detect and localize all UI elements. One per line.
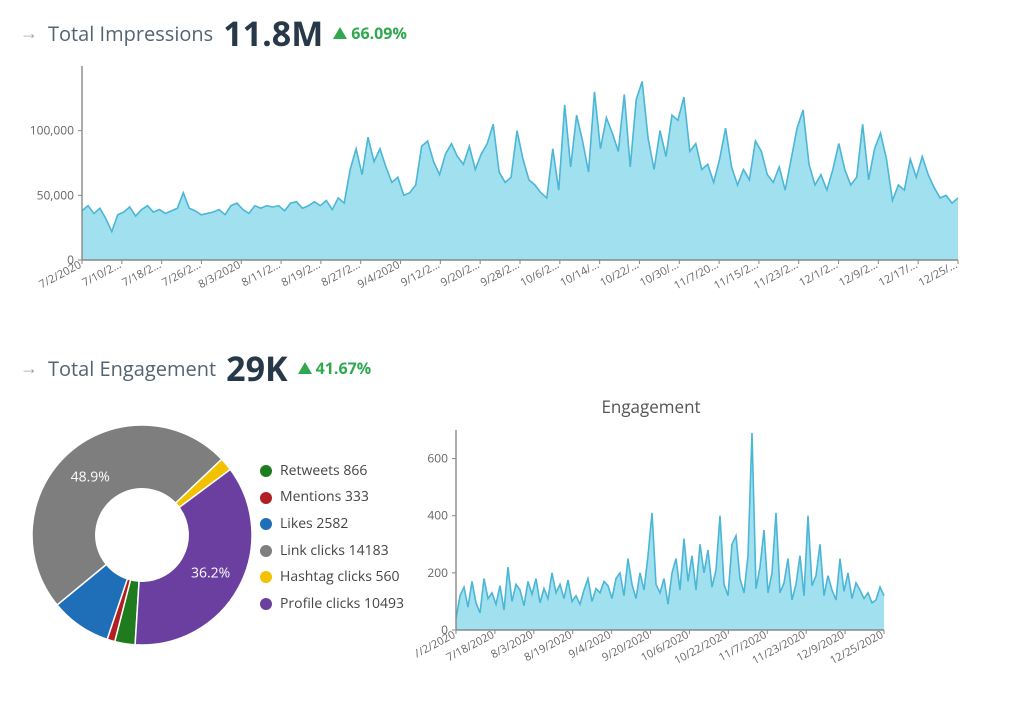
svg-text:400: 400	[427, 507, 448, 524]
trend-up-icon	[298, 362, 312, 374]
svg-text:12/1/2...: 12/1/2...	[796, 257, 840, 290]
legend-label: Hashtag clicks 560	[280, 564, 400, 591]
engagement-donut-chart: 36.2% 48.9%	[32, 425, 252, 650]
svg-text:8/19/2...: 8/19/2...	[279, 257, 323, 290]
svg-text:7/18/2...: 7/18/2...	[119, 257, 163, 290]
legend-row: Hashtag clicks 560	[260, 564, 404, 591]
svg-text:8/11/2...: 8/11/2...	[239, 257, 283, 290]
arrow-right-icon: →	[20, 356, 38, 380]
engagement-trend: 41.67%	[298, 357, 372, 379]
engagement-area-chart: 02004006007/2/20207/18/20208/3/20208/19/…	[416, 420, 886, 680]
svg-text:10/6/2...: 10/6/2...	[518, 257, 562, 290]
impressions-trend-pct: 66.09%	[351, 22, 407, 44]
svg-text:600: 600	[427, 450, 448, 467]
legend-row: Likes 2582	[260, 511, 404, 538]
impressions-label: Total Impressions	[48, 20, 213, 47]
engagement-value: 29K	[226, 345, 287, 391]
legend-row: Link clicks 14183	[260, 538, 404, 565]
legend-label: Retweets 866	[280, 458, 367, 485]
svg-text:10/14/...: 10/14/...	[557, 257, 601, 290]
svg-text:12/17/...: 12/17/...	[876, 257, 920, 290]
impressions-trend: 66.09%	[333, 22, 407, 44]
legend-swatch	[260, 545, 272, 557]
legend-swatch	[260, 465, 272, 477]
legend-label: Profile clicks 10493	[280, 591, 404, 618]
svg-text:36.2%: 36.2%	[191, 563, 230, 582]
engagement-panel: → Total Engagement 29K 41.67% 36.2% 48.9%…	[0, 335, 1024, 680]
svg-text:9/28/2...: 9/28/2...	[478, 257, 522, 290]
legend-swatch	[260, 571, 272, 583]
impressions-value: 11.8M	[223, 10, 323, 56]
svg-text:8/3/2020: 8/3/2020	[196, 257, 243, 292]
legend-label: Likes 2582	[280, 511, 348, 538]
svg-text:7/10/2...: 7/10/2...	[80, 257, 124, 290]
engagement-small-chart-wrap: Engagement 02004006007/2/20207/18/20208/…	[416, 395, 886, 680]
svg-text:8/27/2...: 8/27/2...	[319, 257, 363, 290]
svg-text:12/9/2...: 12/9/2...	[836, 257, 880, 290]
svg-text:48.9%: 48.9%	[71, 468, 110, 487]
svg-text:100,000: 100,000	[30, 122, 74, 139]
impressions-area-chart: 050,000100,0007/2/20207/10/2...7/18/2...…	[20, 60, 1004, 305]
legend-swatch	[260, 598, 272, 610]
svg-text:7/2/2020: 7/2/2020	[36, 257, 83, 292]
svg-text:7/26/2...: 7/26/2...	[159, 257, 203, 290]
legend-row: Profile clicks 10493	[260, 591, 404, 618]
impressions-header: → Total Impressions 11.8M 66.09%	[20, 10, 1004, 56]
svg-text:9/20/2...: 9/20/2...	[438, 257, 482, 290]
svg-text:9/12/2...: 9/12/2...	[398, 257, 442, 290]
legend-swatch	[260, 492, 272, 504]
engagement-header: → Total Engagement 29K 41.67%	[20, 345, 1004, 391]
legend-label: Link clicks 14183	[280, 538, 389, 565]
svg-text:10/22/...: 10/22/...	[597, 257, 641, 290]
svg-text:50,000: 50,000	[37, 186, 75, 203]
engagement-small-chart-title: Engagement	[416, 395, 886, 418]
engagement-trend-pct: 41.67%	[316, 357, 372, 379]
arrow-right-icon: →	[20, 21, 38, 45]
engagement-legend: Retweets 866Mentions 333Likes 2582Link c…	[260, 458, 404, 618]
legend-row: Mentions 333	[260, 484, 404, 511]
svg-text:200: 200	[427, 564, 448, 581]
legend-row: Retweets 866	[260, 458, 404, 485]
engagement-label: Total Engagement	[48, 355, 216, 382]
legend-label: Mentions 333	[280, 484, 369, 511]
svg-text:9/4/2020: 9/4/2020	[355, 257, 402, 292]
legend-swatch	[260, 518, 272, 530]
svg-text:12/25/...: 12/25/...	[916, 257, 960, 290]
engagement-donut-wrap: 36.2% 48.9% Retweets 866Mentions 333Likes…	[32, 395, 404, 680]
trend-up-icon	[333, 27, 347, 39]
engagement-lower-row: 36.2% 48.9% Retweets 866Mentions 333Likes…	[20, 395, 1004, 680]
impressions-panel: → Total Impressions 11.8M 66.09% 050,000…	[0, 0, 1024, 305]
